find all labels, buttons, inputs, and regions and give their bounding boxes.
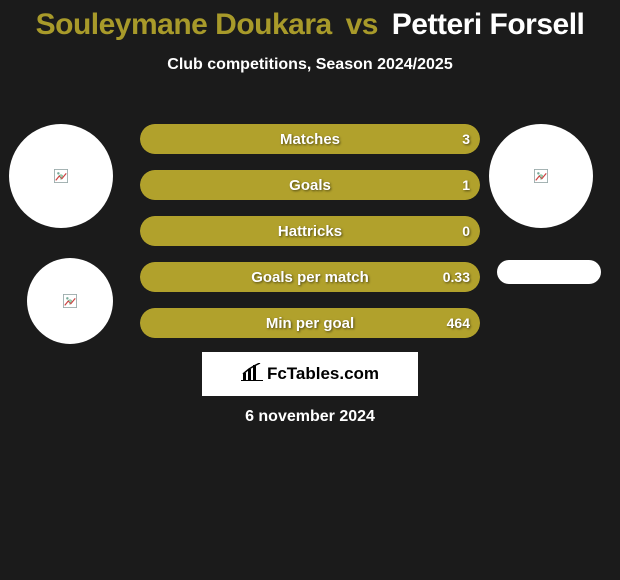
- stat-row: Hattricks 0: [140, 216, 480, 246]
- player2-avatar: ?: [489, 124, 593, 228]
- date-label: 6 november 2024: [0, 408, 620, 426]
- stat-label: Hattricks: [278, 223, 342, 240]
- stat-row: Goals 1: [140, 170, 480, 200]
- stat-row: Goals per match 0.33: [140, 262, 480, 292]
- stat-label: Goals per match: [251, 269, 369, 286]
- title-player2: Petteri Forsell: [392, 8, 585, 41]
- stat-value-right: 0.33: [443, 269, 470, 285]
- svg-text:?: ?: [68, 300, 72, 307]
- player2-club-avatar: [497, 260, 601, 284]
- stats-container: Matches 3 Goals 1 Hattricks 0 Goals per match 0…: [140, 124, 480, 354]
- player1-club-avatar: ?: [27, 258, 113, 344]
- title-vs: vs: [346, 8, 378, 41]
- player1-avatar: ?: [9, 124, 113, 228]
- subtitle: Club competitions, Season 2024/2025: [0, 56, 620, 74]
- stat-value-right: 464: [447, 315, 470, 331]
- stat-row: Min per goal 464: [140, 308, 480, 338]
- stat-value-right: 1: [462, 177, 470, 193]
- stat-value-right: 0: [462, 223, 470, 239]
- stat-value-right: 3: [462, 131, 470, 147]
- svg-text:?: ?: [539, 175, 543, 182]
- brand-box: FcTables.com: [202, 352, 418, 396]
- stat-row: Matches 3: [140, 124, 480, 154]
- stat-label: Matches: [280, 131, 340, 148]
- stat-label: Min per goal: [266, 315, 354, 332]
- page-title: Souleymane Doukara vs Petteri Forsell: [0, 0, 620, 42]
- brand-text: FcTables.com: [267, 364, 379, 384]
- title-player1: Souleymane Doukara: [36, 8, 332, 41]
- svg-text:?: ?: [59, 175, 63, 182]
- bar-chart-icon: [241, 363, 263, 386]
- stat-label: Goals: [289, 177, 331, 194]
